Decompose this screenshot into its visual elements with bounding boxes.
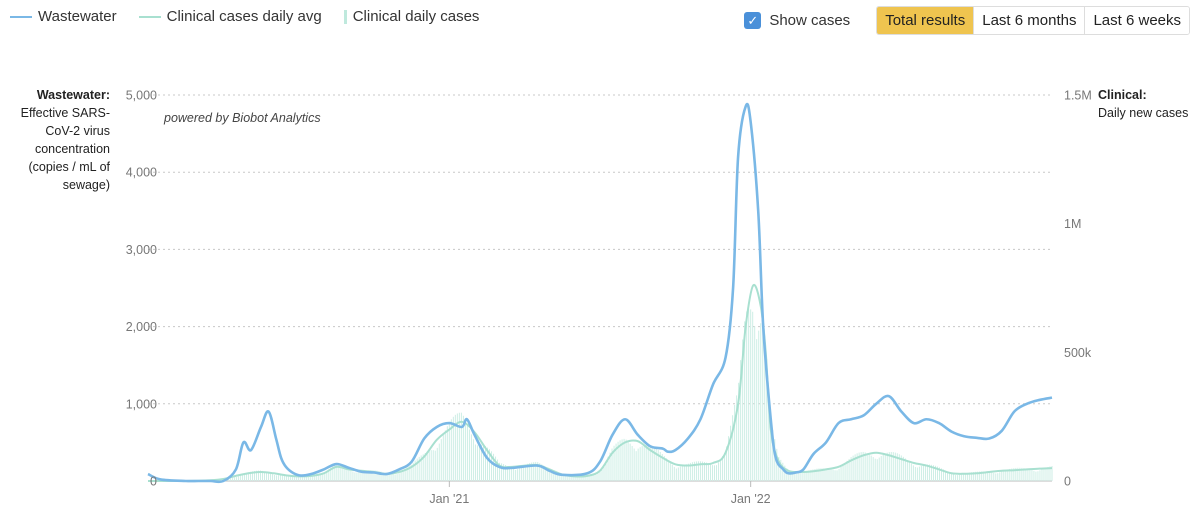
left-axis-title-bold: Wastewater: (36, 88, 110, 102)
legend-clinical-avg[interactable]: Clinical cases daily avg (138, 8, 322, 25)
last-6-weeks-button[interactable]: Last 6 weeks (1085, 7, 1189, 34)
axis-labels: 0 1,000 2,000 3,000 4,000 5,000 0 500k 1M 1.5M Jan… (126, 89, 1092, 507)
x-tick-label: Jan '22 (731, 492, 771, 506)
range-button-group: Total results Last 6 months Last 6 weeks (876, 6, 1190, 35)
legend-wastewater[interactable]: Wastewater (10, 8, 117, 25)
left-tick-label: 4,000 (126, 166, 157, 180)
clinical-avg-swatch (138, 15, 161, 18)
x-tick-label: Jan '21 (429, 492, 469, 506)
left-tick-label: 3,000 (126, 243, 157, 257)
right-tick-label: 0 (1064, 475, 1071, 489)
left-axis-title-text: Effective SARS-CoV-2 virus concentration… (20, 106, 110, 192)
legend-wastewater-label: Wastewater (38, 8, 117, 25)
chart-legend: Wastewater Clinical cases daily avg Clin… (10, 8, 479, 25)
legend-clinical-daily-label: Clinical daily cases (352, 8, 480, 25)
wastewater-line (147, 102, 1053, 484)
clinical-daily-swatch (343, 9, 347, 24)
right-axis-title-bold: Clinical: (1098, 88, 1147, 102)
clinical-daily-bars (203, 309, 1053, 481)
show-cases-checkbox[interactable]: ✓ (744, 12, 762, 29)
right-tick-label: 500k (1064, 346, 1092, 360)
clinical-avg-line (147, 283, 1053, 483)
left-tick-label: 5,000 (126, 89, 157, 103)
watermark: powered by Biobot Analytics (163, 111, 321, 125)
chart-controls: ✓ Show cases Total results Last 6 months… (744, 6, 1190, 35)
legend-clinical-avg-label: Clinical cases daily avg (166, 8, 322, 25)
right-tick-label: 1.5M (1064, 89, 1092, 103)
right-axis-title-text: Daily new cases (1098, 106, 1189, 120)
left-tick-label: 0 (150, 475, 157, 489)
right-tick-label: 1M (1064, 217, 1081, 231)
left-tick-label: 2,000 (126, 320, 157, 334)
show-cases-label: Show cases (769, 12, 851, 29)
right-axis-title: Clinical: Daily new cases (1098, 86, 1188, 122)
total-results-button[interactable]: Total results (877, 7, 975, 34)
legend-clinical-daily[interactable]: Clinical daily cases (343, 8, 480, 25)
left-axis-title: Wastewater: Effective SARS-CoV-2 virus c… (8, 86, 110, 194)
wastewater-swatch (10, 15, 32, 18)
last-6-months-button[interactable]: Last 6 months (974, 7, 1086, 34)
series-lines (147, 102, 1053, 484)
show-cases-toggle[interactable]: ✓ Show cases (744, 12, 850, 29)
left-tick-label: 1,000 (126, 397, 157, 411)
